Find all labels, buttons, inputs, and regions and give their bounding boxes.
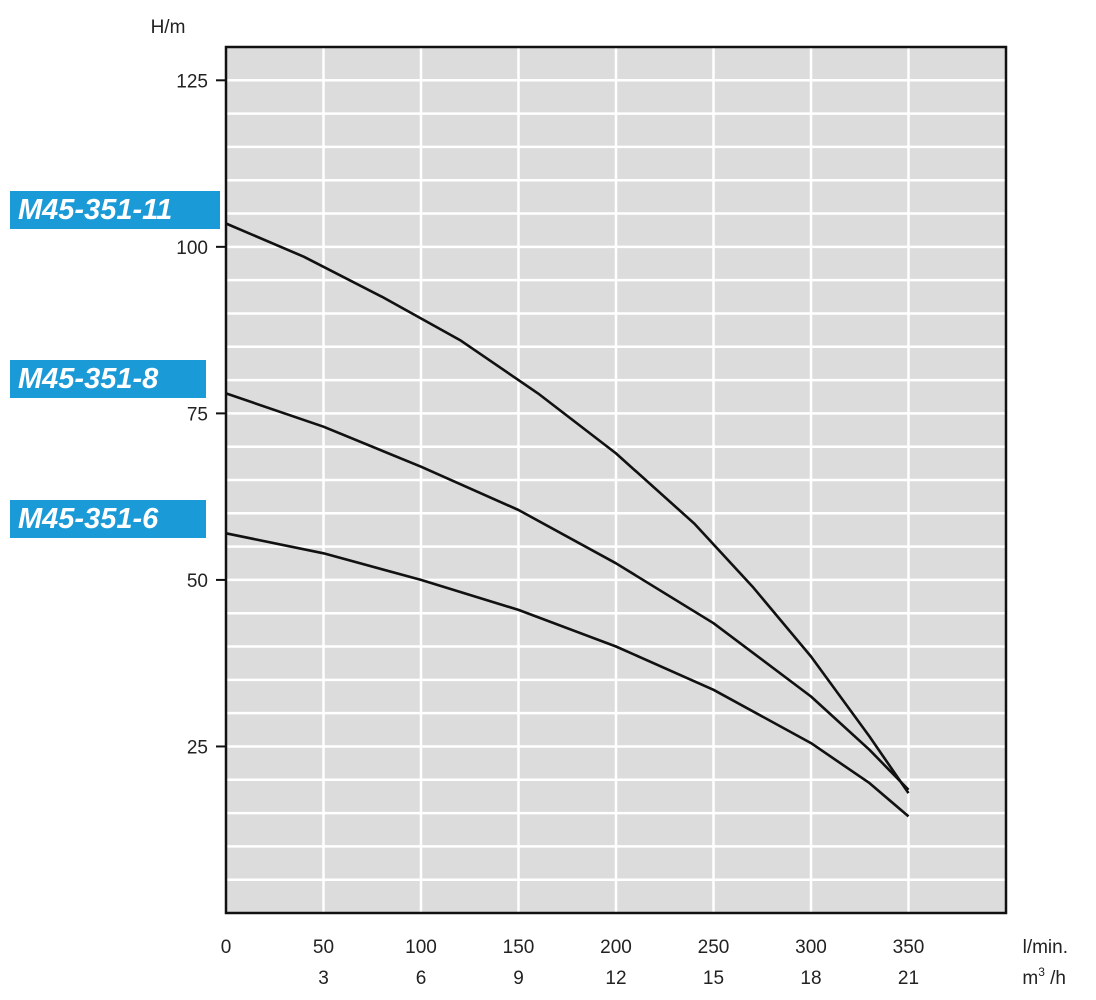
y-tick-label: 100 — [176, 238, 208, 259]
y-axis-label: H/m — [151, 17, 186, 38]
x-tick-label: 200 — [600, 937, 632, 958]
x-axis-label-secondary: m3 /h — [1022, 965, 1066, 989]
x-axis-label: l/min. — [1023, 937, 1068, 958]
x-tick-label: 350 — [893, 937, 925, 958]
series-label-m45-351-11: M45-351-11 — [10, 190, 220, 229]
x-tick-label-secondary: 18 — [800, 968, 821, 989]
y-tick-label: 125 — [176, 71, 208, 92]
x-tick-label-secondary: 21 — [898, 968, 919, 989]
series-label-m45-351-8: M45-351-8 — [10, 360, 206, 399]
series-label-m45-351-6: M45-351-6 — [10, 500, 206, 539]
x-tick-label: 150 — [503, 937, 535, 958]
x-tick-label: 300 — [795, 937, 827, 958]
x-tick-label: 100 — [405, 937, 437, 958]
x-tick-label: 250 — [698, 937, 730, 958]
y-tick-label: 50 — [187, 571, 208, 592]
x-tick-label-secondary: 12 — [605, 968, 626, 989]
y-tick-label: 75 — [187, 404, 208, 425]
x-tick-label-secondary: 9 — [513, 968, 524, 989]
series-line-3 — [225, 532, 910, 818]
x-tick-label-secondary: 6 — [416, 968, 427, 989]
plot-frame — [224, 45, 1008, 915]
tick-labels: 25 50 75 100 125 0 50 3 100 6 150 9 200 12 250 15 300 18 3… — [151, 17, 1068, 989]
series-line-1 — [225, 222, 910, 794]
x-tick-label-secondary: 15 — [703, 968, 724, 989]
x-tick-label: 50 — [313, 937, 334, 958]
series-lines — [225, 222, 910, 818]
axes — [216, 79, 226, 748]
x-tick-label-secondary: 3 — [318, 968, 329, 989]
series-line-2 — [225, 392, 910, 791]
y-tick-label: 25 — [187, 737, 208, 758]
x-tick-label: 0 — [221, 937, 232, 958]
grid — [226, 47, 1006, 913]
